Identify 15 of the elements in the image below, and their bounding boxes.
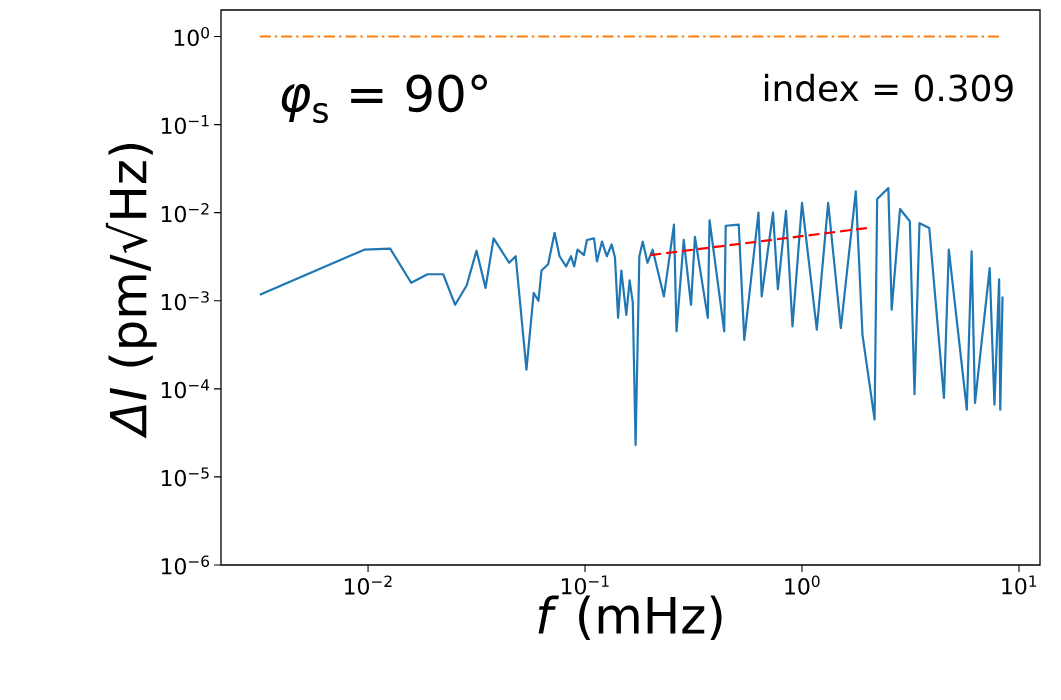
y-tick-label: 10$^{−4}$ xyxy=(161,379,210,399)
x-axis-title: f (mHz) xyxy=(538,595,722,640)
annotation: index = 0.309 xyxy=(764,73,1013,102)
y-tick-label: 10$^{−1}$ xyxy=(161,115,209,135)
x-tick-label: 10$^{−1}$ xyxy=(561,575,609,595)
annotation: φ$_{s}$ = 90° xyxy=(281,74,487,124)
x-tick-label: 10$^{1}$ xyxy=(1002,575,1037,595)
y-axis-title: ΔI (pm/√Hz) xyxy=(105,143,157,439)
y-tick-label: 10$^{−6}$ xyxy=(161,555,210,575)
y-tick-label: 10$^{−3}$ xyxy=(161,291,209,311)
y-tick-label: 10$^{−5}$ xyxy=(161,467,209,487)
x-tick-label: 10$^{0}$ xyxy=(785,575,820,595)
y-tick-label: 10$^{−2}$ xyxy=(161,203,209,223)
x-tick-label: 10$^{−2}$ xyxy=(344,575,392,595)
y-tick-label: 10$^{0}$ xyxy=(174,26,209,47)
